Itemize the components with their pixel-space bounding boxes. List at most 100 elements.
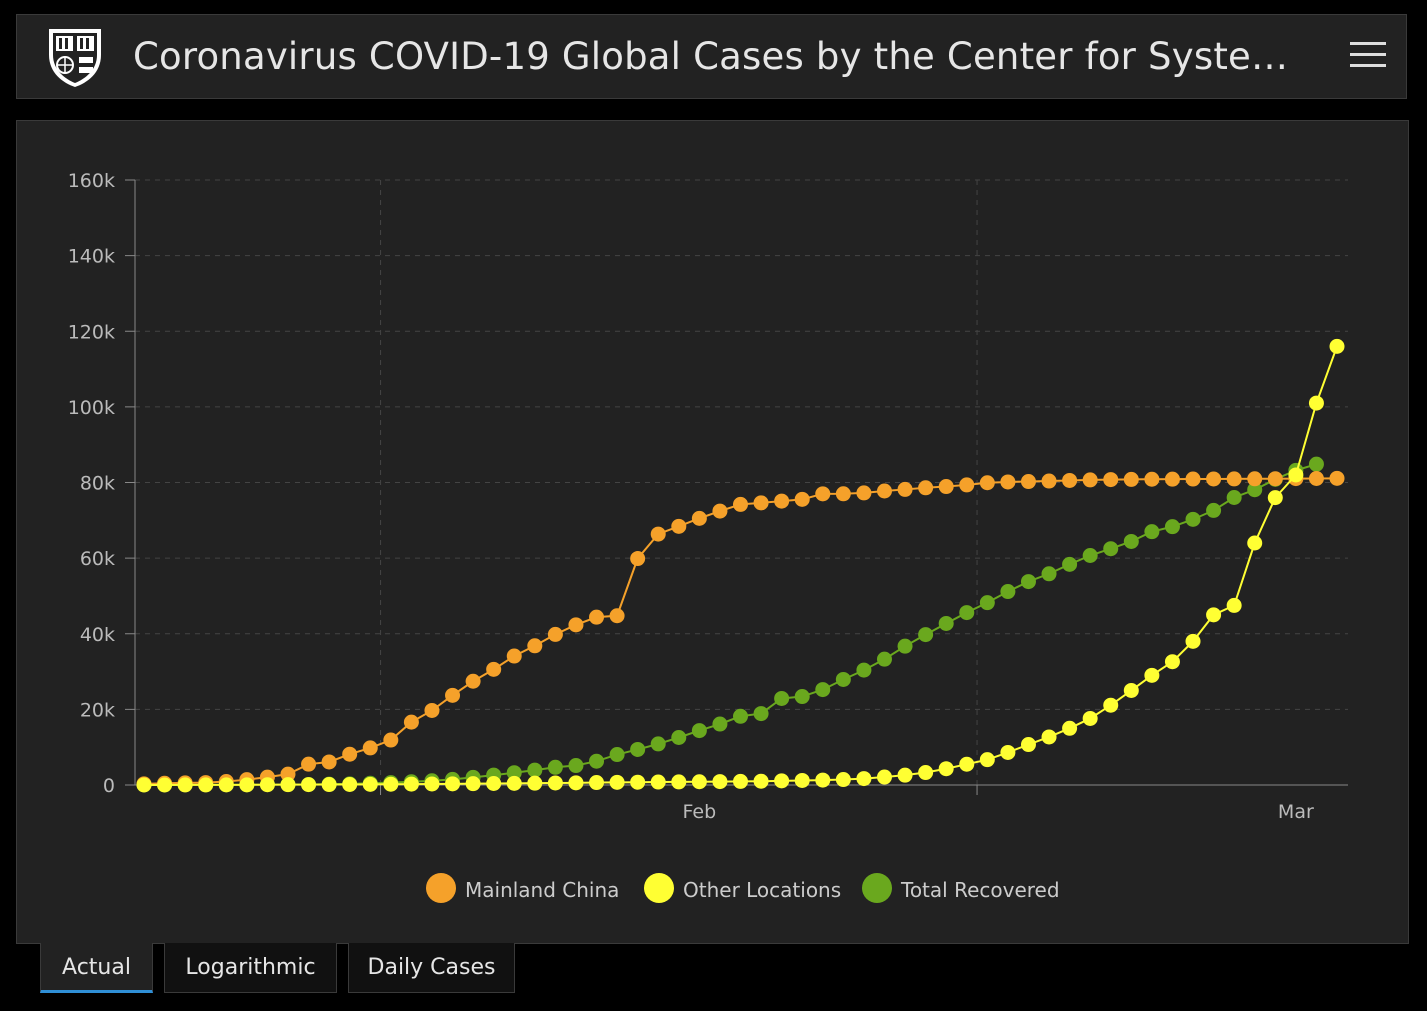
legend-label: Mainland China [465, 878, 619, 902]
data-point [733, 708, 748, 724]
y-tick-label: 60k [80, 548, 115, 570]
data-point [547, 775, 563, 791]
data-point [691, 774, 707, 790]
data-point [568, 617, 584, 633]
data-point [465, 673, 481, 689]
data-point [876, 651, 892, 667]
data-point [1247, 535, 1263, 551]
data-point [876, 483, 892, 499]
data-point [609, 608, 625, 624]
legend-label: Total Recovered [900, 878, 1060, 902]
data-point [918, 765, 934, 781]
tab-actual[interactable]: Actual [40, 943, 153, 993]
data-point [1000, 474, 1016, 490]
data-point [547, 759, 563, 775]
data-point [733, 773, 748, 789]
data-point [979, 595, 995, 611]
data-point [794, 772, 810, 788]
data-point [1329, 470, 1345, 486]
data-point [753, 706, 769, 722]
data-point [897, 638, 913, 654]
x-tick-label: Mar [1278, 801, 1314, 823]
data-point [959, 756, 975, 772]
data-point [589, 609, 605, 625]
data-point [712, 716, 728, 732]
data-point [671, 518, 687, 534]
y-tick-label: 40k [80, 624, 115, 646]
data-point [1062, 472, 1078, 488]
data-point [280, 766, 296, 782]
data-point [424, 702, 440, 718]
data-point [650, 774, 666, 790]
data-point [527, 638, 543, 654]
data-point [774, 690, 790, 706]
data-point [1206, 471, 1222, 487]
data-point [342, 746, 358, 762]
data-point [1226, 489, 1242, 505]
app-header: Coronavirus COVID-19 Global Cases by the… [16, 14, 1407, 99]
data-point [1206, 502, 1222, 518]
data-point [1103, 472, 1119, 488]
data-point [856, 662, 872, 678]
data-point [938, 615, 954, 631]
data-point [403, 714, 419, 730]
data-point [1082, 548, 1098, 564]
data-point [506, 648, 522, 664]
data-point [1041, 729, 1057, 745]
data-point [1123, 533, 1139, 549]
data-point [1020, 737, 1036, 753]
data-point [774, 493, 790, 509]
series-line-total-recovered [143, 463, 1317, 786]
data-point [383, 776, 399, 792]
y-tick-label: 20k [80, 699, 115, 721]
data-point [424, 776, 440, 792]
data-point [445, 776, 461, 792]
data-point [1020, 574, 1036, 590]
tab-logarithmic[interactable]: Logarithmic [164, 943, 337, 993]
data-point [815, 772, 831, 788]
data-point [1082, 472, 1098, 488]
data-point [239, 777, 255, 793]
data-point [897, 767, 913, 783]
data-point [774, 773, 790, 789]
data-point [1267, 471, 1283, 487]
data-point [321, 777, 337, 793]
data-point [979, 475, 995, 491]
data-point [815, 682, 831, 698]
data-point [1247, 482, 1263, 498]
data-point [1123, 682, 1139, 698]
data-point [650, 526, 666, 542]
data-point [465, 776, 481, 792]
legend-marker-icon [862, 873, 892, 903]
data-point [630, 741, 646, 757]
data-point [527, 775, 543, 791]
data-point [630, 551, 646, 567]
data-point [1000, 584, 1016, 600]
y-tick-label: 100k [68, 397, 115, 419]
data-point [1206, 607, 1222, 623]
data-point [1185, 471, 1201, 487]
tab-daily-cases[interactable]: Daily Cases [348, 943, 515, 993]
data-point [979, 752, 995, 768]
data-point [280, 777, 296, 793]
data-point [609, 774, 625, 790]
hamburger-menu-icon[interactable] [1350, 37, 1386, 73]
data-point [383, 732, 399, 748]
data-point [794, 689, 810, 705]
data-point [1308, 456, 1324, 472]
data-point [1267, 490, 1283, 506]
data-point [1123, 471, 1139, 487]
y-tick-label: 140k [68, 246, 115, 268]
data-point [1041, 473, 1057, 489]
data-point [568, 758, 584, 774]
data-point [712, 774, 728, 790]
data-point [897, 481, 913, 497]
data-point [1062, 720, 1078, 736]
data-point [712, 503, 728, 519]
data-point [445, 687, 461, 703]
data-point [1144, 471, 1160, 487]
data-point [630, 774, 646, 790]
data-point [1288, 467, 1304, 483]
legend-marker-icon [644, 873, 674, 903]
data-point [1308, 470, 1324, 486]
